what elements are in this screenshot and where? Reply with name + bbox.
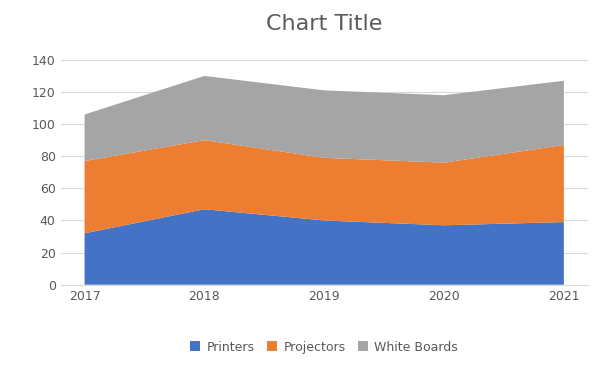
Title: Chart Title: Chart Title xyxy=(266,14,382,34)
Legend: Printers, Projectors, White Boards: Printers, Projectors, White Boards xyxy=(184,334,464,360)
